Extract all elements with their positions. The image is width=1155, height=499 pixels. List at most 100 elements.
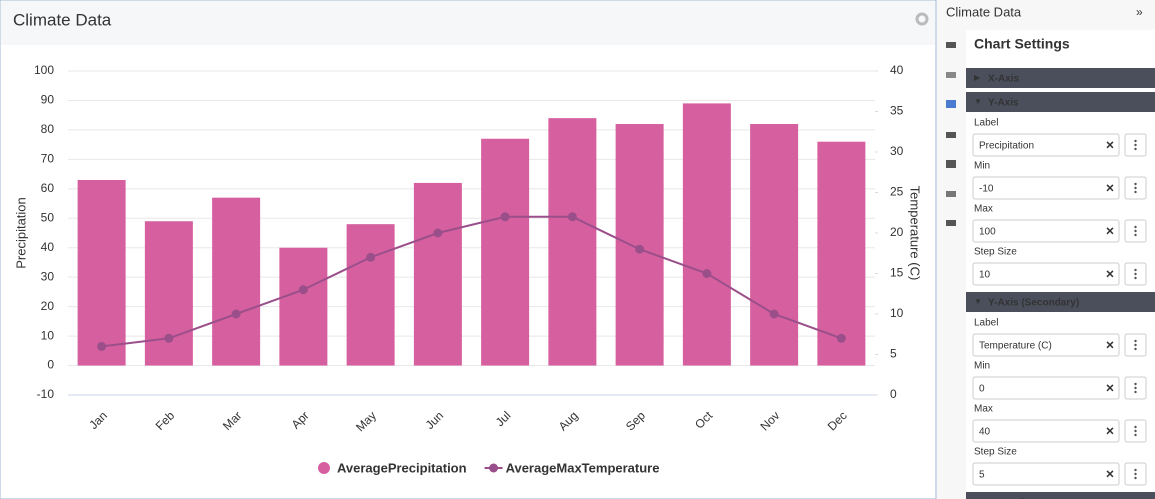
panel-title: Climate Data — [946, 4, 1022, 19]
field-label: Label — [974, 318, 998, 329]
y-tick-label: 30 — [41, 269, 55, 283]
clear-icon[interactable]: × — [1106, 223, 1114, 239]
field-input[interactable] — [972, 219, 1120, 243]
line-point — [769, 309, 779, 319]
menu-dot — [1134, 190, 1137, 194]
field-input[interactable] — [972, 376, 1120, 400]
field-value: 0 — [979, 384, 985, 395]
field-value: 10 — [979, 270, 991, 281]
icon[interactable] — [946, 100, 956, 108]
field-label: Step Size — [974, 247, 1017, 258]
clear-icon[interactable]: × — [1106, 180, 1114, 196]
y-tick-label: 10 — [41, 328, 55, 342]
y-axis-label: Precipitation — [13, 197, 28, 269]
field-input[interactable] — [972, 262, 1120, 286]
section-header[interactable] — [966, 92, 1155, 112]
field-input[interactable] — [972, 333, 1120, 357]
icon[interactable] — [946, 42, 956, 48]
menu-dot — [1134, 425, 1137, 429]
y-tick-label: 0 — [47, 358, 54, 372]
section-header[interactable] — [966, 68, 1155, 88]
field-value: 40 — [979, 427, 991, 438]
clear-icon[interactable]: × — [1106, 423, 1114, 439]
field-value: Precipitation — [979, 141, 1034, 152]
settings-icon[interactable] — [915, 12, 929, 26]
field-input[interactable] — [972, 133, 1120, 157]
menu-dot — [1134, 143, 1137, 147]
icon[interactable] — [946, 160, 956, 168]
y2-tick-label: 20 — [890, 225, 904, 239]
y-tick-label: 20 — [41, 299, 55, 313]
y-tick-label: 50 — [41, 210, 55, 224]
line-point — [366, 252, 376, 262]
bar — [212, 197, 261, 366]
collapse-icon[interactable]: » — [1136, 5, 1143, 19]
menu-dot — [1134, 233, 1137, 237]
panel-heading: Chart Settings — [974, 36, 1070, 52]
field-input[interactable] — [972, 176, 1120, 200]
bar — [817, 141, 866, 366]
field-input[interactable] — [972, 419, 1120, 443]
field-label: Max — [974, 404, 993, 415]
bar — [77, 179, 126, 366]
icon-column — [946, 42, 956, 226]
clear-icon[interactable]: × — [1106, 337, 1114, 353]
legend-marker[interactable] — [318, 462, 330, 474]
section-title: X-Axis — [988, 74, 1020, 85]
field-value: 100 — [979, 227, 996, 238]
field-label: Step Size — [974, 447, 1017, 458]
legend-label[interactable]: AveragePrecipitation — [337, 460, 467, 475]
menu-dot — [1134, 476, 1137, 480]
section-header[interactable] — [966, 292, 1155, 312]
line-point — [500, 212, 510, 222]
y2-axis-label: Temperature (C) — [908, 186, 923, 281]
menu-dot — [1134, 272, 1137, 276]
section-arrow: ▶ — [974, 497, 981, 499]
header-title: Climate Data — [13, 10, 112, 29]
line-point — [635, 244, 645, 254]
menu-dot — [1134, 386, 1137, 390]
bar — [279, 247, 328, 366]
menu-dot — [1134, 343, 1137, 347]
y2-tick-label: 0 — [890, 387, 897, 401]
field-input[interactable] — [972, 462, 1120, 486]
menu-dot — [1134, 429, 1137, 433]
line-point — [97, 341, 107, 351]
icon[interactable] — [946, 220, 956, 226]
icon[interactable] — [946, 191, 956, 197]
menu-dot — [1134, 147, 1137, 151]
y2-tick-label: 5 — [890, 347, 897, 361]
line-point — [231, 309, 241, 319]
clear-icon[interactable]: × — [1106, 266, 1114, 282]
header-bar — [1, 1, 935, 45]
y-tick-label: 60 — [41, 181, 55, 195]
field-value: Temperature (C) — [979, 341, 1052, 352]
bar — [750, 124, 799, 366]
menu-dot — [1134, 186, 1137, 190]
icon[interactable] — [946, 72, 956, 78]
legend-label[interactable]: AverageMaxTemperature — [506, 460, 660, 475]
clear-icon[interactable]: × — [1106, 466, 1114, 482]
menu-dot — [1134, 225, 1137, 229]
menu-dot — [1134, 382, 1137, 386]
menu-dot — [1134, 390, 1137, 394]
menu-dot — [1134, 182, 1137, 186]
clear-icon[interactable]: × — [1106, 137, 1114, 153]
clear-icon[interactable]: × — [1106, 380, 1114, 396]
line-point — [836, 333, 846, 343]
menu-dot — [1134, 268, 1137, 272]
bar — [481, 138, 530, 366]
y2-tick-label: 25 — [890, 185, 904, 199]
section-arrow: ▼ — [974, 297, 982, 306]
line-point — [567, 212, 577, 222]
section-arrow: ▶ — [974, 73, 981, 82]
icon[interactable] — [946, 132, 956, 138]
menu-dot — [1134, 433, 1137, 437]
menu-dot — [1134, 276, 1137, 280]
menu-dot — [1134, 472, 1137, 476]
section-header[interactable] — [966, 492, 1155, 499]
line — [101, 215, 842, 348]
bar — [144, 221, 193, 366]
y2-tick-label: 10 — [890, 306, 904, 320]
section-title: Legend — [988, 498, 1024, 499]
